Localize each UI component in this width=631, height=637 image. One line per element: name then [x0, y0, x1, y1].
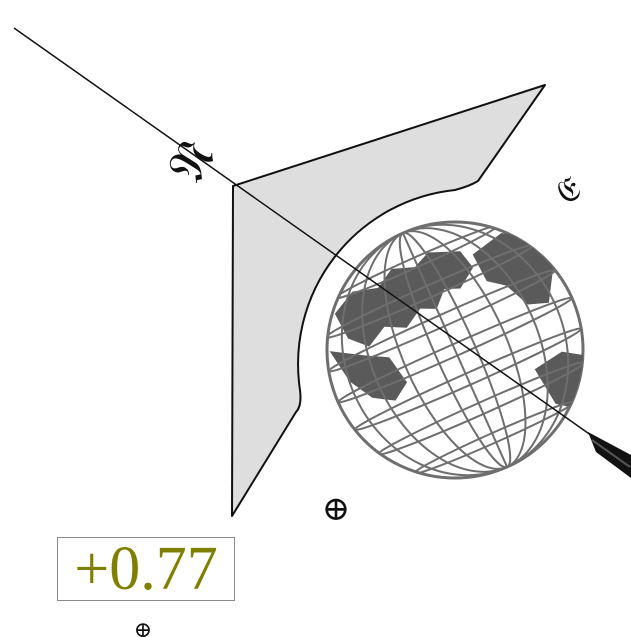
globe-land-west [329, 351, 407, 401]
glyph-right: 𝔈 [549, 168, 587, 213]
axis-end-marker [588, 432, 631, 478]
axis-end-marker-core [591, 439, 631, 468]
globe-land-east [472, 233, 554, 305]
glyph-bottom: ⊕ [322, 489, 351, 529]
value-readout-text: +0.77 [74, 535, 218, 603]
value-readout: +0.77 [57, 537, 235, 601]
shaded-plane [231, 84, 546, 517]
glyph-bottom-edge: ⊕ [134, 618, 152, 637]
glyph-top-left: 𝔑 [154, 128, 228, 194]
axis-line [13, 27, 613, 451]
